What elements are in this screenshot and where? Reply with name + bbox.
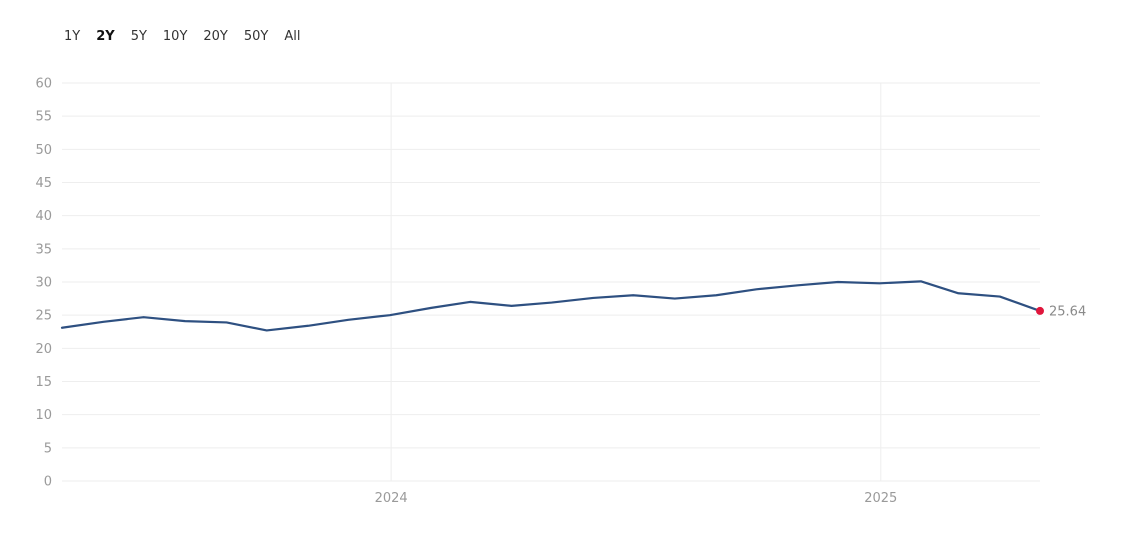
range-button-50y[interactable]: 50Y [243,29,269,44]
last-value-marker [1036,306,1044,315]
last-value-label: 25.64 [1049,304,1086,319]
y-tick-label: 5 [44,441,52,456]
range-button-20y[interactable]: 20Y [203,29,228,44]
y-tick-label: 10 [35,408,52,423]
y-tick-label: 40 [35,209,52,224]
y-tick-label: 35 [35,242,52,257]
y-tick-label: 20 [35,342,52,357]
range-button-2y[interactable]: 2Y [96,29,115,44]
series-line [60,280,1042,332]
y-tick-label: 45 [35,176,52,191]
y-tick-label: 15 [35,375,52,390]
range-button-5y[interactable]: 5Y [130,29,147,44]
y-tick-label: 30 [35,276,52,291]
y-tick-label: 25 [35,309,52,324]
y-tick-label: 60 [35,77,52,92]
range-selector: 1Y 2Y 5Y 10Y 20Y 50Y All [56,28,308,46]
y-tick-label: 0 [44,475,52,490]
y-tick-label: 55 [35,110,52,125]
range-button-1y[interactable]: 1Y [64,29,81,44]
x-tick-label: 2024 [375,491,408,506]
range-button-10y[interactable]: 10Y [162,29,188,44]
x-tick-label: 2025 [864,491,897,506]
y-tick-label: 50 [35,143,52,158]
range-button-all[interactable]: All [284,29,301,44]
